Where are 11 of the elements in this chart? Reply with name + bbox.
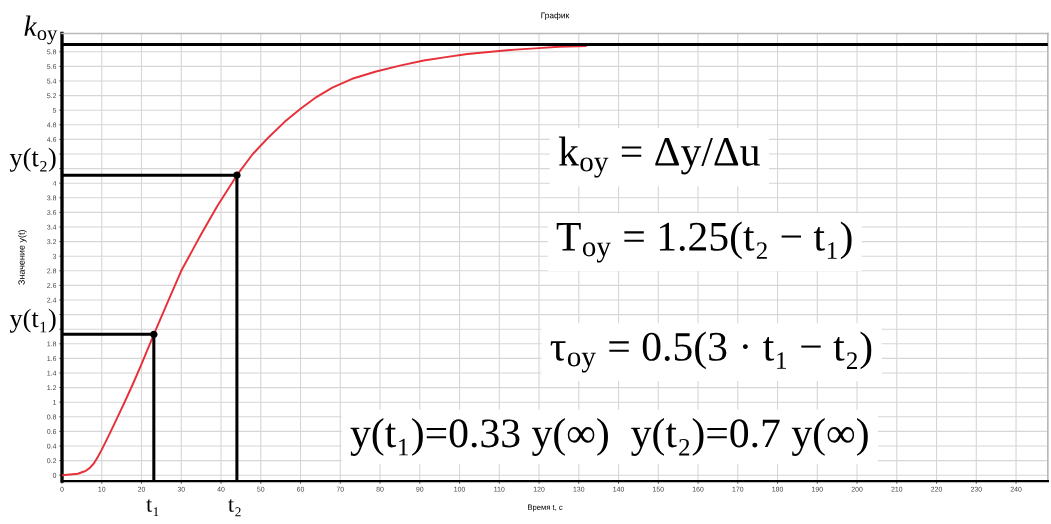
annotation: k$_{oy}$ = Δy/Δu (558, 136, 760, 178)
text: y(t₂) (9, 147, 56, 172)
y-axis-title: Значение y(t) (18, 230, 27, 285)
annotation: T$_{oy}$ = 1.25(t₂ − t₁) (556, 221, 852, 263)
text: t₁ (146, 499, 159, 517)
annotation: y(t₁)=0.33 y(∞) y(t₂)=0.7 y(∞) (350, 418, 868, 456)
annotation: τ$_{oy}$ = 0.5(3 · t₁ − t₂) (550, 331, 872, 373)
text: y(t₁) (9, 308, 56, 333)
chart-title: График (541, 12, 570, 20)
ref-line-label: k$_{oy}$ (24, 15, 58, 45)
text: t₂ (228, 499, 241, 517)
